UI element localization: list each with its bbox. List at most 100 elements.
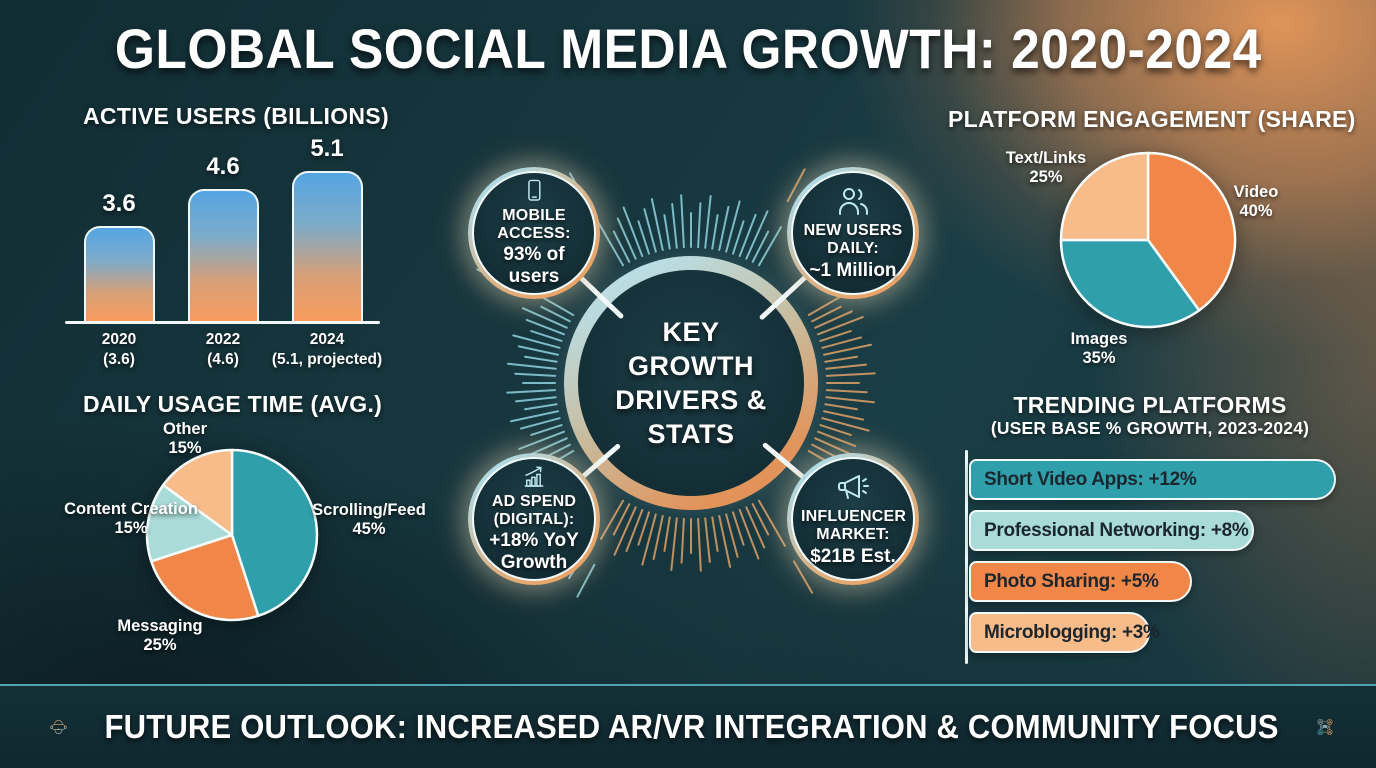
ray-line	[613, 506, 637, 556]
active-users-bar-chart: 3.6 2020 (3.6) 4.6 2022 (4.6) 5.1 2024 (5.1, pro…	[65, 135, 382, 368]
pie-slice-text-links	[1059, 151, 1150, 242]
trending-bar-short-video-apps: Short Video Apps: +12%	[969, 459, 1336, 500]
ray-line	[816, 316, 864, 336]
pie-label-percent: 15%	[114, 518, 148, 537]
pie-label-name: Images	[1070, 330, 1128, 348]
ray-line	[825, 396, 875, 404]
ray-line	[718, 205, 730, 251]
stat-label: NEW USERS DAILY:	[803, 221, 903, 257]
stat-value: ~1 Million	[809, 259, 897, 281]
pie-label-other: Other 15%	[163, 420, 207, 457]
tick-line-year: 2020	[101, 331, 137, 348]
vr-headset-icon	[50, 720, 67, 734]
ray-line	[616, 217, 637, 260]
page-title: GLOBAL SOCIAL MEDIA GROWTH: 2020-2024	[114, 17, 1262, 80]
ray-line	[519, 417, 561, 430]
ray-line	[819, 330, 852, 342]
ray-line	[510, 410, 559, 423]
footer-text-wrap: FUTURE OUTLOOK: INCREASED AR/VR INTEGRAT…	[67, 708, 1316, 746]
ray-line	[622, 206, 644, 258]
ray-line	[652, 515, 664, 561]
ray-line	[641, 513, 657, 566]
trending-bar-microblogging: Microblogging: +3%	[969, 612, 1160, 653]
ray-line	[751, 230, 770, 263]
pie-label-name: Other	[162, 420, 208, 438]
ray-line	[612, 503, 631, 536]
ray-line	[793, 560, 813, 594]
ray-line	[745, 210, 769, 260]
bar-value-label: 5.1	[310, 135, 344, 162]
stat-bubble-inner: INFLUENCER MARKET: $21B Est.	[791, 457, 915, 581]
pie-label-percent: 45%	[352, 519, 386, 538]
pie-label-percent: 35%	[1082, 348, 1116, 367]
ray-line	[725, 200, 741, 253]
stat-bubble-ad-spend: AD SPEND (DIGITAL): +18% YoY Growth	[468, 453, 600, 585]
stat-bubble-influencer-market: INFLUENCER MARKET: $21B Est.	[787, 453, 919, 585]
ray-line	[625, 508, 644, 553]
megaphone-icon	[838, 474, 869, 499]
ray-line	[530, 424, 563, 436]
ray-line	[732, 220, 745, 255]
ray-line	[738, 213, 757, 258]
ray-line	[824, 355, 858, 363]
ray-line	[745, 506, 766, 549]
tick-line-value: (3.6)	[103, 351, 135, 369]
center-heading-line: STATS	[647, 419, 735, 449]
pie-label-name: Video	[1233, 183, 1279, 201]
ray-line	[704, 195, 712, 249]
tick-line-year: 2024	[309, 331, 345, 348]
ray-line	[600, 499, 624, 540]
stat-bubble-mobile-access: MOBILE ACCESS: 93% of users	[468, 167, 600, 299]
ray-line	[637, 511, 650, 546]
pie-label-content-creation: Content Creation 15%	[64, 500, 198, 537]
trending-platforms-subheading: (USER BASE % GROWTH, 2023-2024)	[990, 418, 1310, 438]
ray-line	[697, 202, 702, 249]
stat-bubble-new-users: NEW USERS DAILY: ~1 Million	[787, 167, 919, 299]
pie-label-name: Content Creation	[64, 500, 198, 518]
footer-banner: FUTURE OUTLOOK: INCREASED AR/VR INTEGRAT…	[0, 684, 1376, 768]
ray-line	[643, 208, 657, 253]
center-heading-line: DRIVERS &	[615, 385, 767, 415]
bar-value-label: 4.6	[206, 153, 240, 180]
trending-platforms-bar-chart: Short Video Apps: +12% Professional Netwo…	[965, 450, 1354, 664]
stat-value: $21B Est.	[810, 545, 896, 567]
pie-slice-content-creation	[145, 483, 234, 563]
footer-headline: FUTURE OUTLOOK: INCREASED AR/VR INTEGRAT…	[104, 708, 1279, 745]
ray-line	[596, 219, 624, 267]
pie-slice-scrolling-feed	[230, 448, 319, 618]
ray-line	[758, 226, 782, 267]
ray-line	[680, 517, 685, 564]
pie-label-name: Messaging	[117, 617, 203, 635]
pie-label-percent: 15%	[168, 438, 202, 457]
ray-line	[530, 330, 563, 342]
pie-slice-other	[161, 448, 234, 537]
ray-line	[514, 396, 557, 403]
active-users-heading: ACTIVE USERS (BILLIONS)	[83, 103, 389, 129]
pie-label-scrolling-feed: Scrolling/Feed 45%	[312, 501, 426, 538]
pie-label-video: Video 40%	[1234, 183, 1279, 220]
ray-line	[821, 336, 863, 349]
smartphone-icon	[528, 179, 541, 201]
stat-bubble-inner: AD SPEND (DIGITAL): +18% YoY Growth	[472, 457, 596, 581]
ray-line	[524, 403, 558, 411]
ray-line	[751, 503, 770, 536]
ray-line	[786, 168, 806, 203]
ray-line	[824, 403, 858, 411]
pie-slice-video	[1146, 151, 1237, 312]
trending-bar-photo-sharing: Photo Sharing: +5%	[969, 561, 1192, 602]
pie-label-name: Text/Links	[1005, 149, 1087, 167]
platform-engagement-pie-chart	[1059, 151, 1237, 329]
pie-label-images: Images 35%	[1071, 330, 1128, 367]
ray-line	[576, 563, 596, 598]
stat-label: MOBILE ACCESS:	[497, 206, 571, 242]
pie-label-messaging: Messaging 25%	[117, 617, 202, 654]
ray-line	[518, 430, 566, 450]
ray-line	[506, 389, 557, 394]
ray-line	[825, 363, 868, 370]
bar-2020	[83, 226, 155, 321]
ray-line	[540, 305, 571, 323]
ray-line	[725, 513, 739, 558]
ray-line	[819, 424, 852, 436]
title-bar: GLOBAL SOCIAL MEDIA GROWTH: 2020-2024	[0, 16, 1376, 81]
